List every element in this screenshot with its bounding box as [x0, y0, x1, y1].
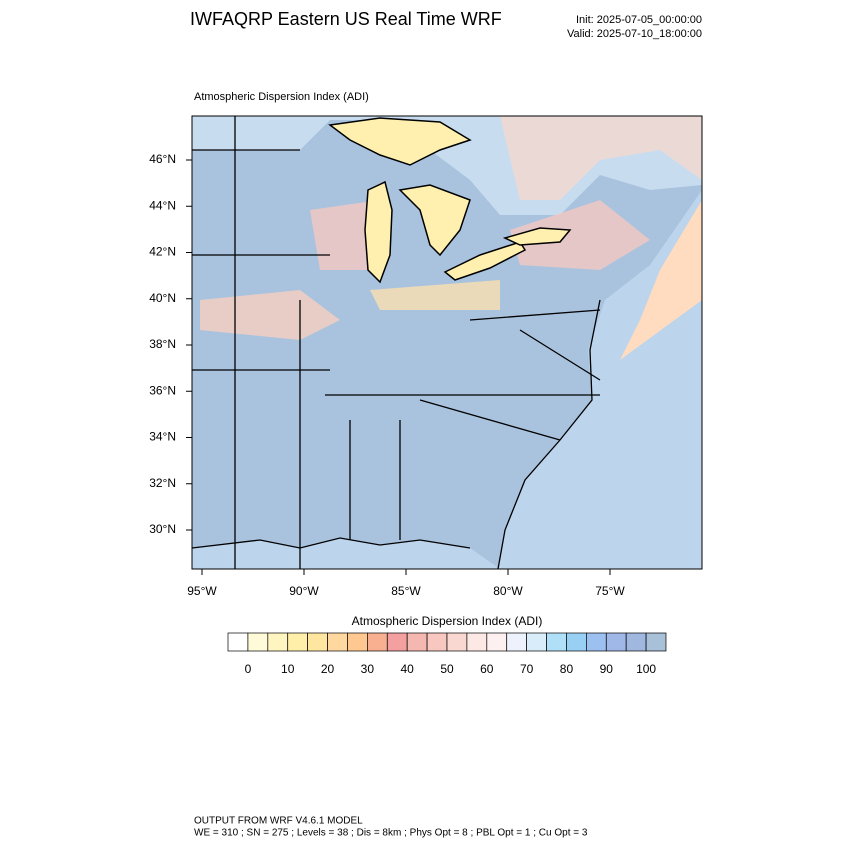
color-box	[327, 632, 348, 652]
color-box	[267, 632, 289, 652]
lon-axis: 95°W 90°W 85°W 80°W 75°W	[187, 569, 625, 598]
color-box	[605, 632, 627, 652]
colorbar-label: 80	[560, 662, 574, 676]
color-box	[426, 632, 448, 652]
footer-line: OUTPUT FROM WRF V4.6.1 MODEL	[194, 816, 363, 827]
lat-axis: 46°N 44°N 42°N 40°N 38°N 36°N 34°N 32°N 30°N	[149, 152, 192, 536]
colorbar-title: Atmospheric Dispersion Index (ADI)	[352, 614, 543, 628]
color-box	[526, 632, 547, 652]
map-title: Atmospheric Dispersion Index (ADI)	[194, 91, 369, 103]
footer-line: WE = 310 ; SN = 275 ; Levels = 38 ; Dis …	[194, 828, 588, 839]
colorbar-label: 10	[281, 662, 295, 676]
color-box	[446, 632, 468, 652]
color-box	[287, 632, 308, 652]
color-box	[307, 632, 328, 652]
colorbar-label: 60	[480, 662, 494, 676]
lon-label: 90°W	[289, 584, 319, 598]
lat-label: 36°N	[149, 383, 176, 397]
color-box	[645, 632, 667, 652]
colorbar-label: 70	[520, 662, 534, 676]
init-time: Init: 2025-07-05_00:00:00	[576, 14, 702, 26]
color-box	[367, 632, 388, 652]
colorbar-label: 40	[401, 662, 415, 676]
colorbar-label: 30	[361, 662, 375, 676]
lat-label: 44°N	[149, 198, 176, 212]
map	[192, 116, 702, 569]
color-box	[347, 632, 368, 652]
color-box	[506, 632, 527, 652]
lat-label: 32°N	[149, 476, 176, 490]
map-frame	[191, 115, 703, 570]
colorbar-label: 0	[245, 662, 252, 676]
lat-label: 34°N	[149, 430, 176, 444]
color-box	[406, 632, 428, 652]
lon-label: 85°W	[391, 584, 421, 598]
colorbar-label: 90	[600, 662, 614, 676]
lat-label: 30°N	[149, 522, 176, 536]
color-box	[586, 632, 607, 652]
lat-label: 46°N	[149, 152, 176, 166]
color-box	[566, 632, 587, 652]
colorbar: 0 10 20 30 40 50 60 70 80 90 100	[227, 632, 667, 676]
lat-label: 40°N	[149, 291, 176, 305]
colorbar-label: 100	[636, 662, 656, 676]
color-box	[466, 632, 488, 652]
color-box	[386, 632, 408, 652]
lon-label: 80°W	[493, 584, 523, 598]
color-box	[486, 632, 508, 652]
valid-time: Valid: 2025-07-10_18:00:00	[567, 28, 702, 40]
color-box	[546, 632, 567, 652]
color-box	[227, 632, 249, 652]
lon-label: 95°W	[187, 584, 217, 598]
color-box	[247, 632, 269, 652]
colorbar-label: 20	[321, 662, 335, 676]
lon-label: 75°W	[595, 584, 625, 598]
lat-label: 38°N	[149, 337, 176, 351]
colorbar-label: 50	[440, 662, 454, 676]
lat-label: 42°N	[149, 245, 176, 259]
color-box	[625, 632, 647, 652]
title: IWFAQRP Eastern US Real Time WRF	[190, 9, 502, 29]
